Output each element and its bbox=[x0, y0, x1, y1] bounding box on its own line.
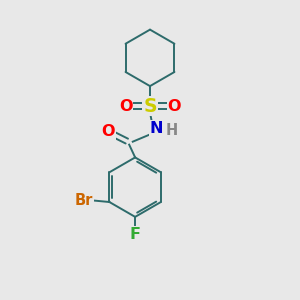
Text: S: S bbox=[143, 97, 157, 116]
Text: O: O bbox=[168, 98, 181, 113]
Text: Br: Br bbox=[75, 193, 93, 208]
Text: O: O bbox=[119, 98, 132, 113]
Text: F: F bbox=[130, 226, 141, 242]
Text: N: N bbox=[150, 121, 163, 136]
Text: H: H bbox=[166, 123, 178, 138]
Text: O: O bbox=[102, 124, 115, 139]
